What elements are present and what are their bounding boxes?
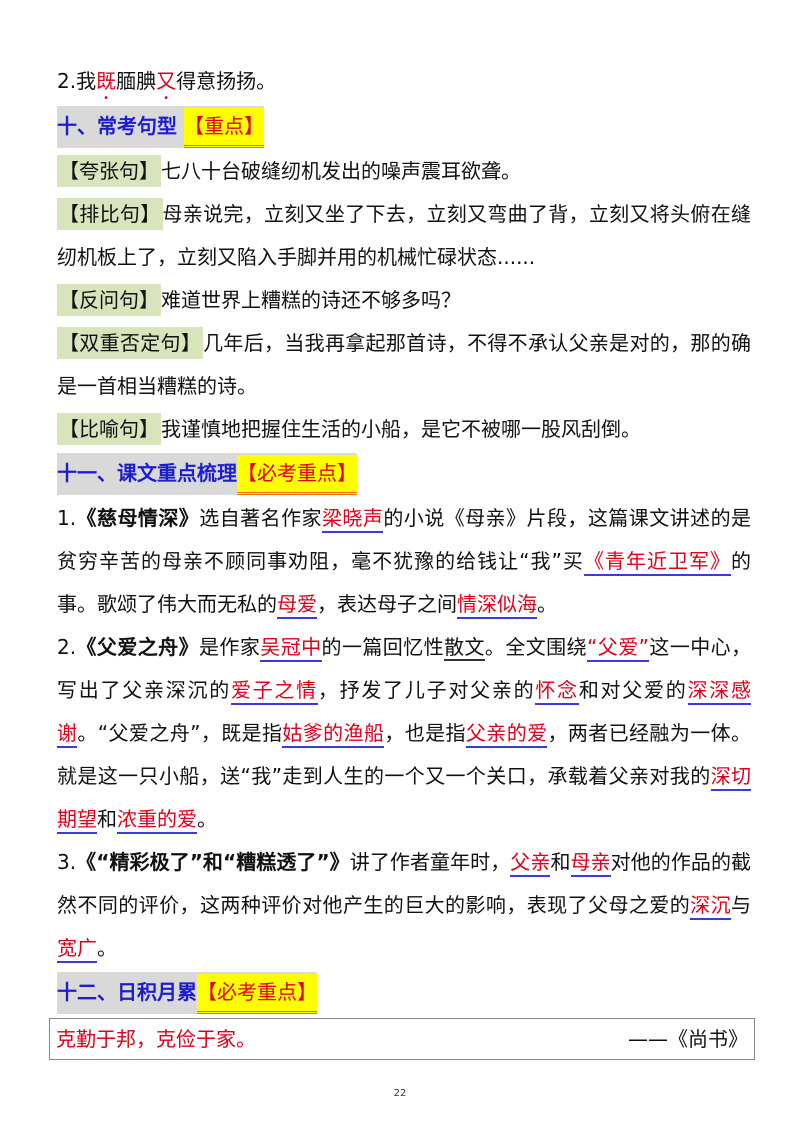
text-segment: 。 — [197, 807, 217, 831]
sentence-type-example: 七八十台破缝纫机发出的噪声震耳欲聋。 — [161, 159, 521, 183]
key-term: 深深感谢 — [57, 678, 752, 748]
key-term: 爱子之情 — [230, 678, 318, 705]
sentence-types-list: 【夸张句】 七八十台破缝纫机发出的噪声震耳欲聋。 【排比句】 母亲说完，立刻又坐了下去… — [57, 150, 751, 451]
lesson-title: 《慈母情深》 — [76, 506, 200, 530]
section-heading-12: 十二、日积月累【必考重点】 — [57, 972, 317, 1014]
sentence-type-label: 【夸张句】 — [57, 155, 161, 187]
section-tag: 【必考重点】 — [237, 455, 357, 495]
key-term: 深沉 — [690, 893, 732, 920]
lesson-summary: 2.《父爱之舟》是作家吴冠中的一篇回忆性散文。全文围绕“父爱”这一中心，写出了父… — [57, 626, 751, 841]
sentence-type-example: 几年后，当我再拿起那首诗，不得不承认父亲是对的，那的确是一首相当糟糕的诗。 — [57, 331, 752, 398]
example-sentence: 2.我既腼腆又得意扬扬。 — [57, 60, 751, 104]
key-term: 情深似海 — [457, 592, 537, 619]
text-segment: 。 — [97, 936, 117, 960]
text-segment: 3. — [57, 850, 77, 874]
text-segment: 2.我 — [57, 69, 97, 93]
sentence-type-label: 【排比句】 — [57, 198, 163, 230]
text-segment: 。 — [537, 592, 557, 616]
section-title: 十一、课文重点梳理 — [57, 461, 237, 485]
key-term: 怀念 — [535, 678, 579, 705]
text-segment: 。全文围绕 — [484, 635, 587, 659]
text-segment: 和 — [550, 850, 571, 874]
sentence-type-label: 【比喻句】 — [57, 413, 161, 445]
key-term: 深切期望 — [57, 764, 751, 834]
text-segment: 这一中心，写出了父亲深沉的 — [57, 635, 752, 702]
section-tag: 【必考重点】 — [197, 974, 317, 1014]
text-segment: 的事。歌颂了伟大而无私的 — [57, 549, 751, 616]
emphasis-char: 既 — [96, 69, 117, 93]
sentence-type-item: 【排比句】 母亲说完，立刻又坐了下去，立刻又弯曲了背，立刻又将头俯在缝纫机板上了，… — [57, 193, 751, 279]
page-content: 2.我既腼腆又得意扬扬。 十、常考句型 【重点】 【夸张句】 七八十台破缝纫机发出… — [49, 60, 755, 1060]
text-segment: 腼腆 — [116, 69, 157, 93]
text-segment: ，两者已经融为一体。就是这一只小船，送“我”走到人生的一个又一个关口，承载着父亲… — [57, 721, 751, 788]
quote-text: 克勤于邦，克俭于家。 — [56, 1027, 256, 1051]
lesson-title: 《父爱之舟》 — [76, 635, 200, 659]
text-segment: 讲了作者童年时， — [349, 850, 511, 874]
sentence-type-example: 难道世界上糟糕的诗还不够多吗？ — [161, 288, 461, 312]
section-heading-11: 十一、课文重点梳理【必考重点】 — [57, 453, 357, 495]
text-segment: ，抒发了儿子对父亲的 — [317, 678, 536, 702]
sentence-type-item: 【比喻句】 我谨慎地把握住生活的小船，是它不被哪一股风刮倒。 — [57, 408, 751, 451]
sentence-type-label: 【双重否定句】 — [57, 327, 204, 359]
key-term: 母亲 — [570, 850, 611, 877]
sentence-type-label: 【反问句】 — [57, 284, 161, 316]
underlined-term: 散文 — [444, 635, 485, 661]
lesson-title: 《“精彩极了”和“糟糕透了”》 — [76, 850, 350, 874]
text-segment: 2. — [57, 635, 77, 659]
text-segment: 1. — [57, 506, 77, 530]
summaries-list: 1.《慈母情深》选自著名作家梁晓声的小说《母亲》片段，这篇课文讲述的是贫穷辛苦的… — [57, 497, 751, 970]
text-segment: 的小说《母亲》片段，这篇课文讲述的是贫穷辛苦的母亲不顾同事劝阻，毫不犹豫的给钱让… — [57, 506, 752, 573]
key-term: 梁晓声 — [321, 506, 384, 533]
section-title: 十、常考句型 — [57, 114, 177, 138]
key-term: 父亲 — [510, 850, 551, 877]
text-segment: 和 — [97, 807, 117, 831]
key-term: 吴冠中 — [260, 635, 322, 662]
section-heading-10: 十、常考句型 【重点】 — [57, 106, 264, 148]
section-title: 十二、日积月累 — [57, 980, 197, 1004]
text-segment: 对他的作品的截然不同的评价，这两种评价对他产生的巨大的影响，表现了父母之爱的 — [57, 850, 752, 917]
key-term: 宽广 — [57, 936, 97, 963]
sentence-type-item: 【双重否定句】 几年后，当我再拿起那首诗，不得不承认父亲是对的，那的确是一首相当糟… — [57, 322, 751, 408]
sentence-type-item: 【反问句】 难道世界上糟糕的诗还不够多吗？ — [57, 279, 751, 322]
emphasis-char: 又 — [156, 69, 177, 93]
key-term: 母爱 — [277, 592, 317, 619]
text-segment: ，表达母子之间 — [317, 592, 457, 616]
sentence-type-example: 母亲说完，立刻又坐了下去，立刻又弯曲了背，立刻又将头俯在缝纫机板上了，立刻又陷入… — [57, 202, 752, 269]
text-segment: 得意扬扬。 — [176, 69, 277, 93]
quote-source: ——《尚书》 — [628, 1027, 748, 1051]
page-number: 22 — [393, 1088, 407, 1099]
key-term: 浓重的爱 — [117, 807, 197, 834]
key-term: 《青年近卫军》 — [583, 549, 731, 576]
section-tag: 【重点】 — [183, 108, 264, 148]
text-segment: 与 — [731, 893, 752, 917]
text-segment: 选自著名作家 — [199, 506, 322, 530]
text-segment: ，也是指 — [384, 721, 466, 745]
text-segment: 。“父爱之舟”，既是指 — [77, 721, 283, 745]
lesson-summary: 3.《“精彩极了”和“糟糕透了”》讲了作者童年时，父亲和母亲对他的作品的截然不同… — [57, 841, 751, 970]
key-term: 姑爹的渔船 — [282, 721, 385, 748]
key-term: 父亲的爱 — [465, 721, 548, 748]
key-term: “父爱” — [587, 635, 649, 662]
quote-box: 克勤于邦，克俭于家。 ——《尚书》 — [49, 1018, 755, 1060]
sentence-type-item: 【夸张句】 七八十台破缝纫机发出的噪声震耳欲聋。 — [57, 150, 751, 193]
text-segment: 和对父爱的 — [578, 678, 688, 702]
text-segment: 的一篇回忆性 — [321, 635, 445, 659]
lesson-summary: 1.《慈母情深》选自著名作家梁晓声的小说《母亲》片段，这篇课文讲述的是贫穷辛苦的… — [57, 497, 751, 626]
text-segment: 是作家 — [199, 635, 261, 659]
sentence-type-example: 我谨慎地把握住生活的小船，是它不被哪一股风刮倒。 — [161, 417, 641, 441]
